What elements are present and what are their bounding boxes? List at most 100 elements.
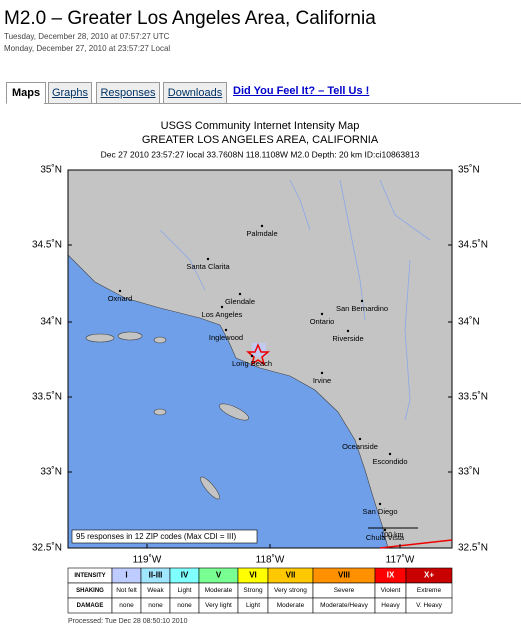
city-dot bbox=[388, 452, 392, 456]
tab-line bbox=[44, 103, 521, 104]
city-label: Ontario bbox=[310, 317, 335, 326]
legend-damage: none bbox=[177, 602, 192, 609]
map-title: USGS Community Internet Intensity Map bbox=[161, 120, 360, 132]
lat-label: 34˚N bbox=[40, 316, 62, 328]
ocean bbox=[67, 254, 389, 549]
legend-cell bbox=[405, 597, 453, 614]
rivers bbox=[159, 179, 431, 421]
legend-intensity: X+ bbox=[424, 571, 434, 580]
legend-intensity: V bbox=[216, 571, 222, 580]
legend-intensity: I bbox=[125, 571, 127, 580]
city-label: Riverside bbox=[332, 334, 363, 343]
city-dot bbox=[378, 502, 382, 506]
map-frame bbox=[67, 169, 453, 549]
time-local: Monday, December 27, 2010 at 23:57:27 Lo… bbox=[4, 44, 171, 53]
city-label: Long Beach bbox=[232, 359, 272, 368]
legend-shaking: Extreme bbox=[417, 587, 442, 594]
tab[interactable]: Responses bbox=[96, 82, 160, 104]
city-dot bbox=[383, 528, 387, 532]
city-label: Oceanside bbox=[342, 442, 378, 451]
city-label: Glendale bbox=[225, 297, 255, 306]
responses-box bbox=[71, 529, 258, 544]
legend-damage: V. Heavy bbox=[416, 602, 443, 609]
time-utc: Tuesday, December 28, 2010 at 07:57:27 U… bbox=[4, 32, 170, 41]
lon-label: 118˚W bbox=[256, 554, 285, 566]
legend-shaking: Weak bbox=[147, 587, 164, 594]
legend-shaking: Strong bbox=[243, 587, 263, 594]
city-dot bbox=[260, 224, 264, 228]
city-dot bbox=[250, 354, 254, 358]
feel-link[interactable]: Did You Feel It? – Tell Us ! bbox=[233, 85, 370, 97]
lat-label: 33.5˚N bbox=[32, 391, 62, 403]
city-label: San Bernardino bbox=[336, 304, 388, 313]
city-label: San Diego bbox=[362, 507, 397, 516]
legend-shaking: Moderate bbox=[205, 587, 233, 594]
lat-label: 32.5˚N bbox=[458, 542, 488, 554]
lat-label: 34.5˚N bbox=[32, 239, 62, 251]
city-dot bbox=[224, 328, 228, 332]
cdi-cell bbox=[252, 343, 266, 357]
city-dot bbox=[220, 305, 224, 309]
legend-row-header: INTENSITY bbox=[74, 573, 105, 579]
city-dot bbox=[346, 329, 350, 333]
city-dot bbox=[206, 257, 210, 261]
islands bbox=[85, 331, 249, 500]
tab[interactable]: Maps bbox=[6, 82, 46, 104]
legend-row-header: DAMAGE bbox=[77, 603, 104, 609]
legend-row-header: SHAKING bbox=[76, 588, 104, 594]
city-label: Los Angeles bbox=[202, 310, 243, 319]
legend-shaking: Not felt bbox=[116, 587, 137, 594]
tab[interactable]: Graphs bbox=[48, 82, 92, 104]
legend-damage: none bbox=[119, 602, 134, 609]
legend-intensity: II-III bbox=[149, 571, 163, 580]
legend-damage: Moderate/Heavy bbox=[320, 602, 368, 609]
city-dot bbox=[358, 437, 362, 441]
legend-damage: Moderate bbox=[277, 602, 305, 609]
legend-shaking: Very strong bbox=[274, 587, 307, 594]
lat-label: 35˚N bbox=[458, 164, 480, 176]
processed: Processed: Tue Dec 28 08:50:10 2010 bbox=[68, 618, 188, 625]
lon-label: 117˚W bbox=[386, 554, 415, 566]
city-label: Oxnard bbox=[108, 294, 133, 303]
epicenter bbox=[245, 343, 271, 366]
map: USGS Community Internet Intensity Map GR… bbox=[32, 120, 488, 614]
city-label: Escondido bbox=[372, 457, 407, 466]
lat-label: 33.5˚N bbox=[458, 391, 488, 403]
lat-label: 34.5˚N bbox=[458, 239, 488, 251]
border bbox=[379, 539, 453, 549]
city-dot bbox=[360, 299, 364, 303]
lat-label: 33˚N bbox=[40, 466, 62, 478]
map-info: Dec 27 2010 23:57:27 local 33.7608N 118.… bbox=[101, 149, 420, 159]
city-label: Santa Clarita bbox=[186, 262, 230, 271]
lat-label: 35˚N bbox=[40, 164, 62, 176]
city-label: Irvine bbox=[313, 376, 331, 385]
city-dot bbox=[118, 289, 122, 293]
responses-note: 95 responses in 12 ZIP codes (Max CDI = … bbox=[76, 532, 236, 541]
city-label: Inglewood bbox=[209, 333, 243, 342]
legend-intensity: VIII bbox=[338, 571, 350, 580]
legend-intensity: VII bbox=[286, 571, 296, 580]
legend-damage: Very light bbox=[205, 602, 232, 609]
lat-label: 32.5˚N bbox=[32, 542, 62, 554]
scale-label: 100 km bbox=[381, 532, 404, 539]
lon-label: 119˚W bbox=[133, 554, 162, 566]
legend-intensity: VI bbox=[249, 571, 257, 580]
legend-shaking: Light bbox=[177, 587, 191, 594]
lat-label: 34˚N bbox=[458, 316, 480, 328]
city-dot bbox=[320, 312, 324, 316]
legend-damage: Light bbox=[246, 602, 260, 609]
legend-damage: none bbox=[148, 602, 163, 609]
title: M2.0 – Greater Los Angeles Area, Califor… bbox=[4, 8, 376, 29]
city-label: Palmdale bbox=[246, 229, 277, 238]
city-dot bbox=[238, 292, 242, 296]
city-label: Chula Vista bbox=[366, 533, 405, 542]
map-region: GREATER LOS ANGELES AREA, CALIFORNIA bbox=[142, 134, 379, 146]
lat-label: 33˚N bbox=[458, 466, 480, 478]
legend-shaking: Violent bbox=[381, 587, 401, 594]
legend-intensity: IV bbox=[181, 571, 189, 580]
legend-shaking: Severe bbox=[334, 587, 355, 594]
legend-intensity: IX bbox=[387, 571, 395, 580]
legend-damage: Heavy bbox=[381, 602, 400, 609]
city-dot bbox=[320, 371, 324, 375]
